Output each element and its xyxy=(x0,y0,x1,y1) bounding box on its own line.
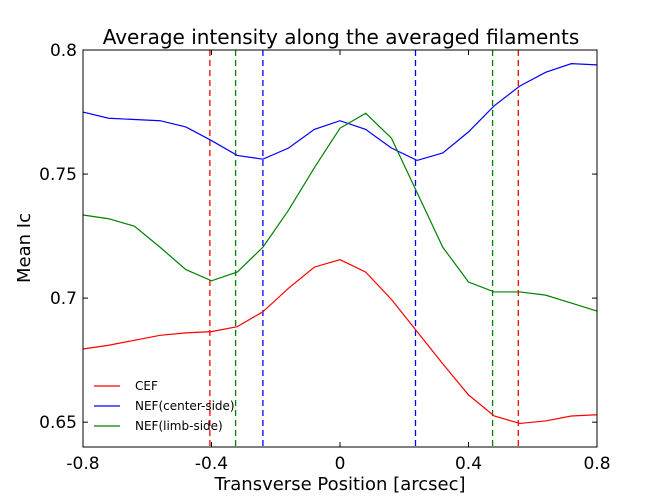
legend: CEF NEF(center-side) NEF(limb-side) xyxy=(94,379,235,433)
data-point-2-16 xyxy=(493,290,496,293)
data-point-1-3 xyxy=(159,119,162,122)
data-point-0-10 xyxy=(339,258,342,261)
data-point-2-6 xyxy=(236,271,239,274)
data-point-2-10 xyxy=(339,127,342,130)
data-point-1-16 xyxy=(493,104,496,107)
data-point-0-13 xyxy=(416,330,419,333)
data-point-0-14 xyxy=(441,362,444,365)
data-point-2-7 xyxy=(261,246,264,249)
data-point-1-14 xyxy=(441,151,444,154)
data-point-0-11 xyxy=(364,271,367,274)
axis-ticks xyxy=(82,49,598,447)
data-point-1-7 xyxy=(261,158,264,161)
series-line-2 xyxy=(82,112,598,312)
data-point-0-17 xyxy=(518,422,521,425)
data-point-1-18 xyxy=(544,71,547,74)
data-point-0-2 xyxy=(133,339,136,342)
data-point-1-10 xyxy=(339,119,342,122)
legend-label-2: NEF(limb-side) xyxy=(135,419,223,433)
legend-label-0: CEF xyxy=(135,379,158,393)
y-tick-labels: 0.65 0.7 0.75 0.8 xyxy=(39,41,77,433)
y-tick-label: 0.65 xyxy=(39,413,77,433)
data-point-0-8 xyxy=(287,287,290,290)
x-tick-label: 0.4 xyxy=(455,454,482,474)
data-point-0-6 xyxy=(236,325,239,328)
x-tick-label: -0.8 xyxy=(66,454,99,474)
data-point-0-12 xyxy=(390,298,393,301)
x-axis-label: Transverse Position [arcsec] xyxy=(214,474,466,495)
data-point-1-6 xyxy=(236,154,239,157)
data-point-2-5 xyxy=(210,279,213,282)
data-point-2-1 xyxy=(107,217,110,220)
series-line-1 xyxy=(82,63,598,162)
data-point-0-7 xyxy=(261,310,264,313)
series-line-0 xyxy=(82,259,598,425)
data-point-2-12 xyxy=(390,137,393,140)
y-tick-label: 0.8 xyxy=(50,41,77,61)
y-tick-label: 0.75 xyxy=(39,165,77,185)
data-point-1-4 xyxy=(184,125,187,128)
data-point-2-13 xyxy=(416,191,419,194)
data-point-1-5 xyxy=(210,139,213,142)
data-point-1-19 xyxy=(570,62,573,65)
x-tick-labels: -0.8 -0.4 0 0.4 0.8 xyxy=(66,454,610,474)
data-point-1-1 xyxy=(107,117,110,120)
data-point-2-18 xyxy=(544,294,547,297)
x-tick-label: 0.8 xyxy=(583,454,610,474)
data-point-1-12 xyxy=(390,147,393,150)
chart-title: Average intensity along the averaged fil… xyxy=(103,25,580,49)
data-point-2-14 xyxy=(441,246,444,249)
data-point-2-2 xyxy=(133,225,136,228)
data-point-0-16 xyxy=(493,414,496,417)
x-tick-label: -0.4 xyxy=(195,454,228,474)
data-point-0-5 xyxy=(210,330,213,333)
data-point-2-4 xyxy=(184,268,187,271)
data-point-2-9 xyxy=(313,166,316,169)
data-point-1-11 xyxy=(364,128,367,131)
data-point-2-19 xyxy=(570,302,573,305)
data-point-2-15 xyxy=(467,280,470,283)
y-tick-label: 0.7 xyxy=(50,289,77,309)
series-lines xyxy=(82,62,598,425)
data-point-0-4 xyxy=(184,331,187,334)
data-point-1-9 xyxy=(313,128,316,131)
data-point-0-3 xyxy=(159,334,162,337)
data-point-0-9 xyxy=(313,266,316,269)
y-axis-label: Mean Ic xyxy=(14,213,35,283)
legend-label-1: NEF(center-side) xyxy=(135,399,235,413)
data-point-1-8 xyxy=(287,147,290,150)
data-point-2-3 xyxy=(159,246,162,249)
data-point-1-13 xyxy=(416,159,419,162)
vertical-markers xyxy=(209,50,519,447)
x-tick-label: 0 xyxy=(335,454,346,474)
data-point-1-17 xyxy=(518,84,521,87)
data-point-2-17 xyxy=(518,290,521,293)
data-point-1-2 xyxy=(133,118,136,121)
data-point-2-8 xyxy=(287,209,290,212)
data-point-0-1 xyxy=(107,344,110,347)
data-point-0-19 xyxy=(570,414,573,417)
data-point-1-15 xyxy=(467,130,470,133)
data-point-2-11 xyxy=(364,112,367,115)
data-point-0-18 xyxy=(544,419,547,422)
data-point-0-15 xyxy=(467,393,470,396)
